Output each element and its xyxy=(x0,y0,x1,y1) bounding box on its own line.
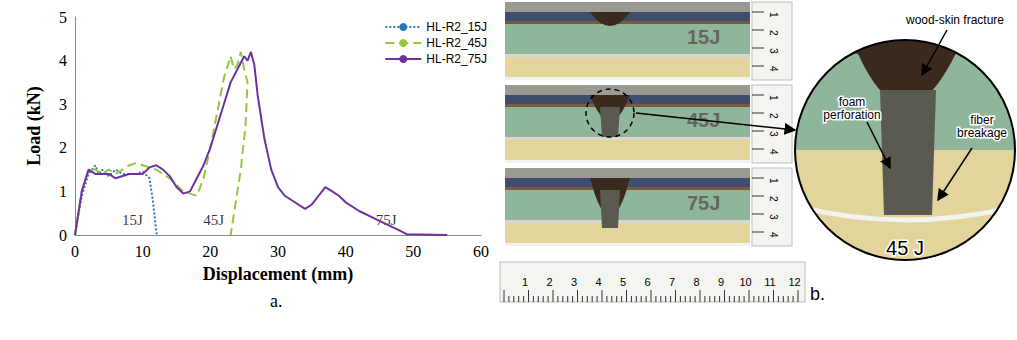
svg-text:HL-R2_75J: HL-R2_75J xyxy=(426,52,487,66)
svg-text:8: 8 xyxy=(693,276,699,288)
svg-text:3: 3 xyxy=(768,214,779,220)
svg-text:2: 2 xyxy=(768,30,779,36)
svg-text:1: 1 xyxy=(768,12,779,18)
svg-text:12: 12 xyxy=(788,276,800,288)
svg-text:0: 0 xyxy=(59,227,67,244)
svg-text:5: 5 xyxy=(620,276,626,288)
svg-text:15J: 15J xyxy=(122,212,143,228)
svg-text:3: 3 xyxy=(571,276,577,288)
svg-text:4: 4 xyxy=(59,52,67,69)
svg-text:b.: b. xyxy=(810,284,825,304)
svg-text:1: 1 xyxy=(59,183,67,200)
svg-text:1: 1 xyxy=(768,178,779,184)
svg-text:wood-skin fracture: wood-skin fracture xyxy=(905,13,1004,27)
svg-text:3: 3 xyxy=(768,48,779,54)
svg-text:15J: 15J xyxy=(687,26,720,48)
svg-text:Displacement (mm): Displacement (mm) xyxy=(203,264,353,285)
svg-text:4: 4 xyxy=(768,66,779,72)
svg-text:45J: 45J xyxy=(203,212,224,228)
svg-text:2: 2 xyxy=(546,276,552,288)
svg-text:2: 2 xyxy=(768,113,779,119)
svg-text:a.: a. xyxy=(270,291,283,311)
svg-text:45 J: 45 J xyxy=(886,237,924,259)
svg-text:7: 7 xyxy=(669,276,675,288)
svg-text:6: 6 xyxy=(644,276,650,288)
svg-text:5: 5 xyxy=(59,9,67,26)
svg-text:10: 10 xyxy=(739,276,751,288)
svg-text:9: 9 xyxy=(718,276,724,288)
svg-text:Load (kN): Load (kN) xyxy=(24,86,45,166)
svg-text:2: 2 xyxy=(59,139,67,156)
svg-text:4: 4 xyxy=(768,149,779,155)
svg-text:1: 1 xyxy=(768,95,779,101)
svg-text:40: 40 xyxy=(338,243,354,260)
svg-text:4: 4 xyxy=(595,276,601,288)
svg-text:11: 11 xyxy=(764,276,775,288)
svg-text:1: 1 xyxy=(522,276,528,288)
svg-text:60: 60 xyxy=(473,243,489,260)
svg-text:75J: 75J xyxy=(375,211,397,228)
svg-text:perforation: perforation xyxy=(823,108,880,122)
svg-text:75J: 75J xyxy=(687,192,720,214)
svg-text:fiber: fiber xyxy=(970,113,993,127)
svg-text:0: 0 xyxy=(71,243,79,260)
svg-text:20: 20 xyxy=(202,243,218,260)
svg-text:breakage: breakage xyxy=(957,126,1007,140)
svg-text:HL-R2_45J: HL-R2_45J xyxy=(426,36,487,50)
svg-text:foam: foam xyxy=(839,95,866,109)
svg-text:3: 3 xyxy=(59,96,67,113)
svg-text:50: 50 xyxy=(405,243,421,260)
svg-text:10: 10 xyxy=(135,243,151,260)
svg-text:45J: 45J xyxy=(687,109,721,131)
svg-text:4: 4 xyxy=(768,232,779,238)
svg-text:30: 30 xyxy=(270,243,286,260)
svg-text:HL-R2_15J: HL-R2_15J xyxy=(426,20,487,34)
svg-text:2: 2 xyxy=(768,196,779,202)
svg-text:3: 3 xyxy=(768,131,779,137)
